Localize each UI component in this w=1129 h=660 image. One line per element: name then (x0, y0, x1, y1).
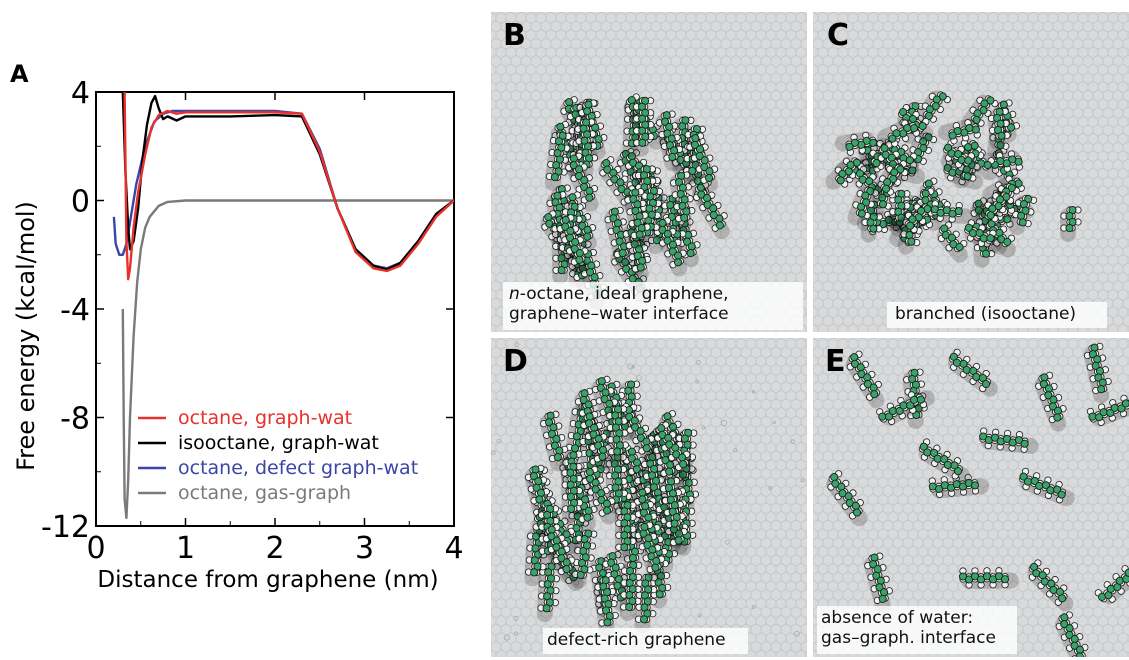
panel-label-e: E (825, 344, 846, 379)
panel-c-image: branched (isooctane) C (813, 12, 1129, 332)
series-line-2 (114, 111, 454, 268)
panel-label-c: C (827, 18, 849, 53)
panel-b-caption-line1: -octane, ideal graphene, (520, 284, 729, 304)
series-line-1 (123, 92, 454, 270)
legend-label: octane, gas-graph (178, 482, 351, 504)
x-tick-label: 3 (355, 531, 374, 566)
panel-e-caption-line2: gas–graph. interface (821, 628, 996, 648)
panel-e-caption: absence of water: gas–graph. interface (821, 608, 996, 648)
x-tick-label: 1 (176, 531, 195, 566)
panel-d-image: defect-rich graphene D (491, 338, 807, 657)
panel-b-image: n-octane, ideal graphene, graphene–water… (491, 12, 807, 332)
y-tick-label: 4 (71, 76, 90, 111)
panel-e-caption-line1: absence of water: (821, 608, 973, 628)
y-axis-label: Free energy (kcal/mol) (12, 201, 40, 471)
panel-b-caption-italic: n (509, 284, 520, 304)
y-tick-label: -8 (60, 402, 90, 437)
x-tick-label: 4 (444, 531, 463, 566)
y-tick-label: 0 (71, 185, 90, 220)
panel-d-caption: defect-rich graphene (547, 630, 726, 650)
panel-c-caption: branched (isooctane) (895, 304, 1076, 324)
y-tick-label: -4 (60, 293, 90, 328)
panel-d-molecules (491, 338, 807, 657)
y-tick-label: -12 (41, 510, 90, 545)
panel-label-d: D (503, 344, 528, 379)
panel-c-molecules (813, 12, 1129, 332)
panel-e-image: absence of water: gas–graph. interface E (813, 338, 1129, 657)
legend-label: octane, graph-wat (178, 407, 352, 429)
x-tick-label: 2 (265, 531, 284, 566)
legend-label: isooctane, graph-wat (178, 432, 379, 454)
panel-b-caption: n-octane, ideal graphene, graphene–water… (509, 284, 729, 324)
x-axis-label: Distance from graphene (nm) (97, 567, 438, 593)
legend-label: octane, defect graph-wat (178, 457, 418, 479)
panel-label-b: B (503, 18, 526, 53)
panel-b-caption-line2: graphene–water interface (509, 304, 729, 324)
